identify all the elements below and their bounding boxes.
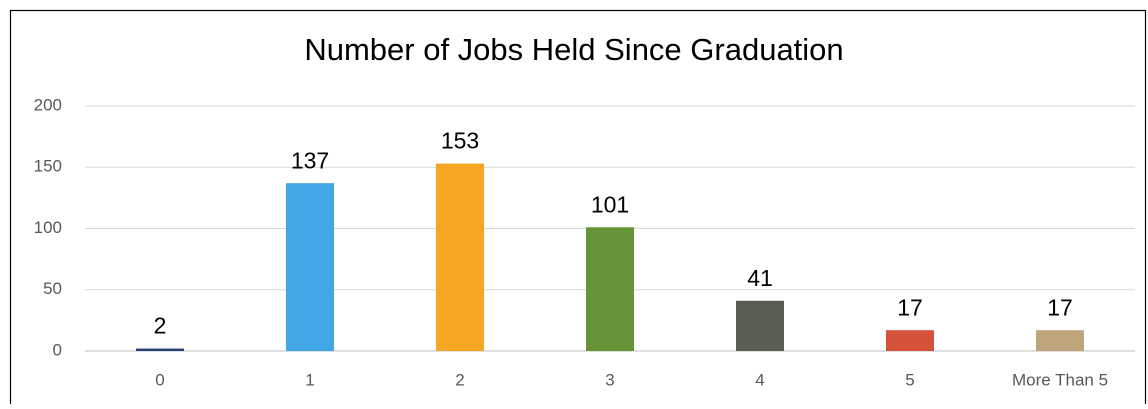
bar <box>1036 330 1084 351</box>
x-tick-label: 4 <box>755 370 764 389</box>
data-label: 41 <box>747 265 773 291</box>
x-tick-label: 1 <box>305 370 314 389</box>
chart-title: Number of Jobs Held Since Graduation <box>304 32 843 67</box>
bar <box>736 300 784 351</box>
x-tick-label: 0 <box>155 370 164 389</box>
x-tick-label: 3 <box>605 370 614 389</box>
data-label: 2 <box>154 313 167 339</box>
bar <box>436 163 484 351</box>
bar <box>586 227 634 351</box>
data-label: 17 <box>897 294 923 320</box>
x-tick-label: More Than 5 <box>1012 370 1108 389</box>
bar <box>136 348 184 351</box>
data-label: 137 <box>291 147 329 173</box>
x-tick-label: 5 <box>905 370 914 389</box>
y-tick-label: 150 <box>34 157 62 176</box>
y-tick-label: 100 <box>34 218 62 237</box>
bar <box>286 183 334 351</box>
chart-border <box>9 9 1147 409</box>
y-tick-label: 200 <box>34 95 62 114</box>
bar <box>886 330 934 351</box>
data-label: 101 <box>591 191 629 217</box>
y-tick-label: 0 <box>53 340 62 359</box>
data-label: 153 <box>441 128 479 154</box>
x-tick-label: 2 <box>455 370 464 389</box>
data-label: 17 <box>1047 294 1073 320</box>
y-tick-label: 50 <box>43 279 62 298</box>
